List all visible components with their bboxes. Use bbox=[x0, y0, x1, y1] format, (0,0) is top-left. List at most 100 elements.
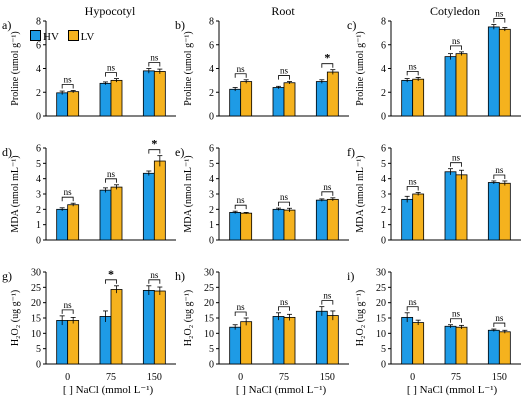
y-tick-label: 4 bbox=[381, 64, 386, 75]
y-tick-label: 2 bbox=[36, 88, 41, 99]
significance-label: ns bbox=[280, 66, 289, 76]
bar-lv-75 bbox=[283, 209, 296, 241]
legend-label-hv: HV bbox=[43, 31, 59, 43]
panel-e: e)MDA (nmol mL⁻¹) 0 1 2 3 4 5 6 ns ns ns bbox=[175, 144, 349, 247]
bar-hv-75 bbox=[99, 82, 112, 117]
y-tick-label: 0 bbox=[381, 236, 386, 247]
bar-lv-150 bbox=[326, 71, 339, 117]
significance-bracket bbox=[234, 204, 247, 210]
bar-lv-75 bbox=[283, 82, 296, 117]
panel-i: i)H₂O₂ (ug g⁻¹) 0 5 10 15 20 25 30 ns 0 ns 75 ns 150 bbox=[347, 268, 521, 383]
significance-label: ns bbox=[409, 297, 418, 307]
bar-hv-0 bbox=[229, 326, 242, 365]
significance-bracket bbox=[406, 186, 419, 191]
significance-bracket bbox=[61, 84, 74, 89]
panel-d: d)MDA (nmol mL⁻¹) 0 1 2 3 4 5 6 ns ns * bbox=[2, 137, 176, 247]
bar-lv-0 bbox=[240, 321, 253, 365]
y-tick-label: 0 bbox=[209, 112, 214, 123]
significance-bracket bbox=[321, 300, 334, 305]
bar-hv-150 bbox=[487, 329, 500, 365]
bar-lv-0 bbox=[412, 322, 425, 365]
bar-hv-0 bbox=[56, 320, 69, 365]
bar-hv-0 bbox=[401, 198, 414, 241]
bar-lv-0 bbox=[240, 81, 253, 117]
y-tick-label: 2 bbox=[381, 88, 386, 99]
bar-lv-0 bbox=[67, 204, 80, 241]
bar-hv-75 bbox=[444, 171, 457, 241]
y-tick-label: 5 bbox=[209, 344, 214, 355]
y-tick-label: 2 bbox=[209, 205, 214, 216]
y-tick-label: 15 bbox=[376, 314, 386, 325]
bar-hv-150 bbox=[142, 289, 155, 365]
panel-label: a) bbox=[2, 18, 11, 32]
y-axis-label: Proline (umol g⁻¹) bbox=[183, 31, 194, 105]
xlabel-left: [ ] NaCl (mmol L⁻¹) bbox=[63, 384, 154, 396]
bar-lv-150 bbox=[498, 331, 511, 365]
bar-hv-150 bbox=[487, 26, 500, 117]
bar-hv-0 bbox=[56, 208, 69, 241]
bar-lv-0 bbox=[240, 212, 253, 241]
significance-bracket bbox=[450, 45, 462, 50]
significance-label: ns bbox=[64, 300, 73, 310]
y-tick-label: 5 bbox=[36, 159, 41, 170]
y-tick-label: 0 bbox=[209, 360, 214, 371]
y-tick-label: 4 bbox=[36, 174, 41, 185]
significance-label: ns bbox=[107, 63, 116, 73]
significance-bracket bbox=[321, 63, 334, 68]
bar-lv-150 bbox=[498, 28, 511, 117]
significance-bracket bbox=[234, 311, 247, 316]
significance-bracket bbox=[234, 73, 247, 78]
significance-label: ns bbox=[64, 74, 73, 84]
x-tick-label: 75 bbox=[106, 372, 116, 383]
significance-label: ns bbox=[280, 192, 289, 202]
bar-lv-150 bbox=[326, 315, 339, 365]
bar-lv-150 bbox=[153, 71, 166, 117]
y-tick-label: 0 bbox=[36, 112, 41, 123]
y-tick-label: 4 bbox=[209, 174, 214, 185]
y-tick-label: 5 bbox=[209, 159, 214, 170]
significance-label: ns bbox=[237, 302, 246, 312]
significance-label: * bbox=[324, 51, 330, 65]
y-tick-label: 10 bbox=[376, 329, 386, 340]
y-tick-label: 3 bbox=[381, 190, 386, 201]
bar-hv-75 bbox=[99, 316, 112, 365]
bar-hv-75 bbox=[444, 325, 457, 365]
bar-lv-150 bbox=[498, 182, 511, 241]
x-tick-label: 150 bbox=[320, 372, 335, 383]
y-tick-label: 20 bbox=[31, 298, 41, 309]
y-tick-label: 0 bbox=[36, 236, 41, 247]
bar-lv-75 bbox=[283, 316, 296, 365]
significance-label: ns bbox=[409, 61, 418, 71]
panel-f: f)MDA (nmol mL⁻¹) 0 1 2 3 4 5 6 ns ns ns bbox=[347, 144, 521, 247]
x-tick-label: 0 bbox=[238, 372, 243, 383]
significance-bracket bbox=[278, 306, 290, 311]
panel-label: c) bbox=[347, 18, 356, 32]
significance-label: ns bbox=[452, 309, 461, 319]
bar-hv-0 bbox=[401, 79, 414, 117]
bar-lv-0 bbox=[412, 193, 425, 241]
significance-label: ns bbox=[150, 270, 159, 280]
significance-bracket bbox=[493, 322, 506, 328]
bar-lv-0 bbox=[67, 320, 80, 365]
y-tick-label: 10 bbox=[204, 329, 214, 340]
y-tick-label: 20 bbox=[376, 298, 386, 309]
panel-a: a)Proline (umol g⁻¹) 0 2 4 6 8 ns ns ns bbox=[2, 17, 176, 123]
y-axis-label: Proline (umol g⁻¹) bbox=[355, 31, 366, 105]
bar-hv-75 bbox=[272, 87, 285, 117]
significance-label: ns bbox=[452, 153, 461, 163]
bar-lv-150 bbox=[153, 160, 166, 241]
x-tick-label: 0 bbox=[410, 372, 415, 383]
column-title-cotyledon: Cotyledon bbox=[430, 4, 480, 18]
bar-hv-150 bbox=[487, 182, 500, 241]
significance-bracket bbox=[321, 191, 334, 196]
significance-label: ns bbox=[280, 297, 289, 307]
y-tick-label: 0 bbox=[381, 360, 386, 371]
significance-label: ns bbox=[495, 9, 504, 19]
y-tick-label: 25 bbox=[31, 283, 41, 294]
y-axis-label: Proline (umol g⁻¹) bbox=[10, 31, 21, 105]
y-tick-label: 6 bbox=[381, 144, 386, 155]
y-tick-label: 30 bbox=[376, 268, 386, 279]
legend: HV LV bbox=[30, 30, 100, 43]
y-tick-label: 8 bbox=[36, 17, 41, 28]
